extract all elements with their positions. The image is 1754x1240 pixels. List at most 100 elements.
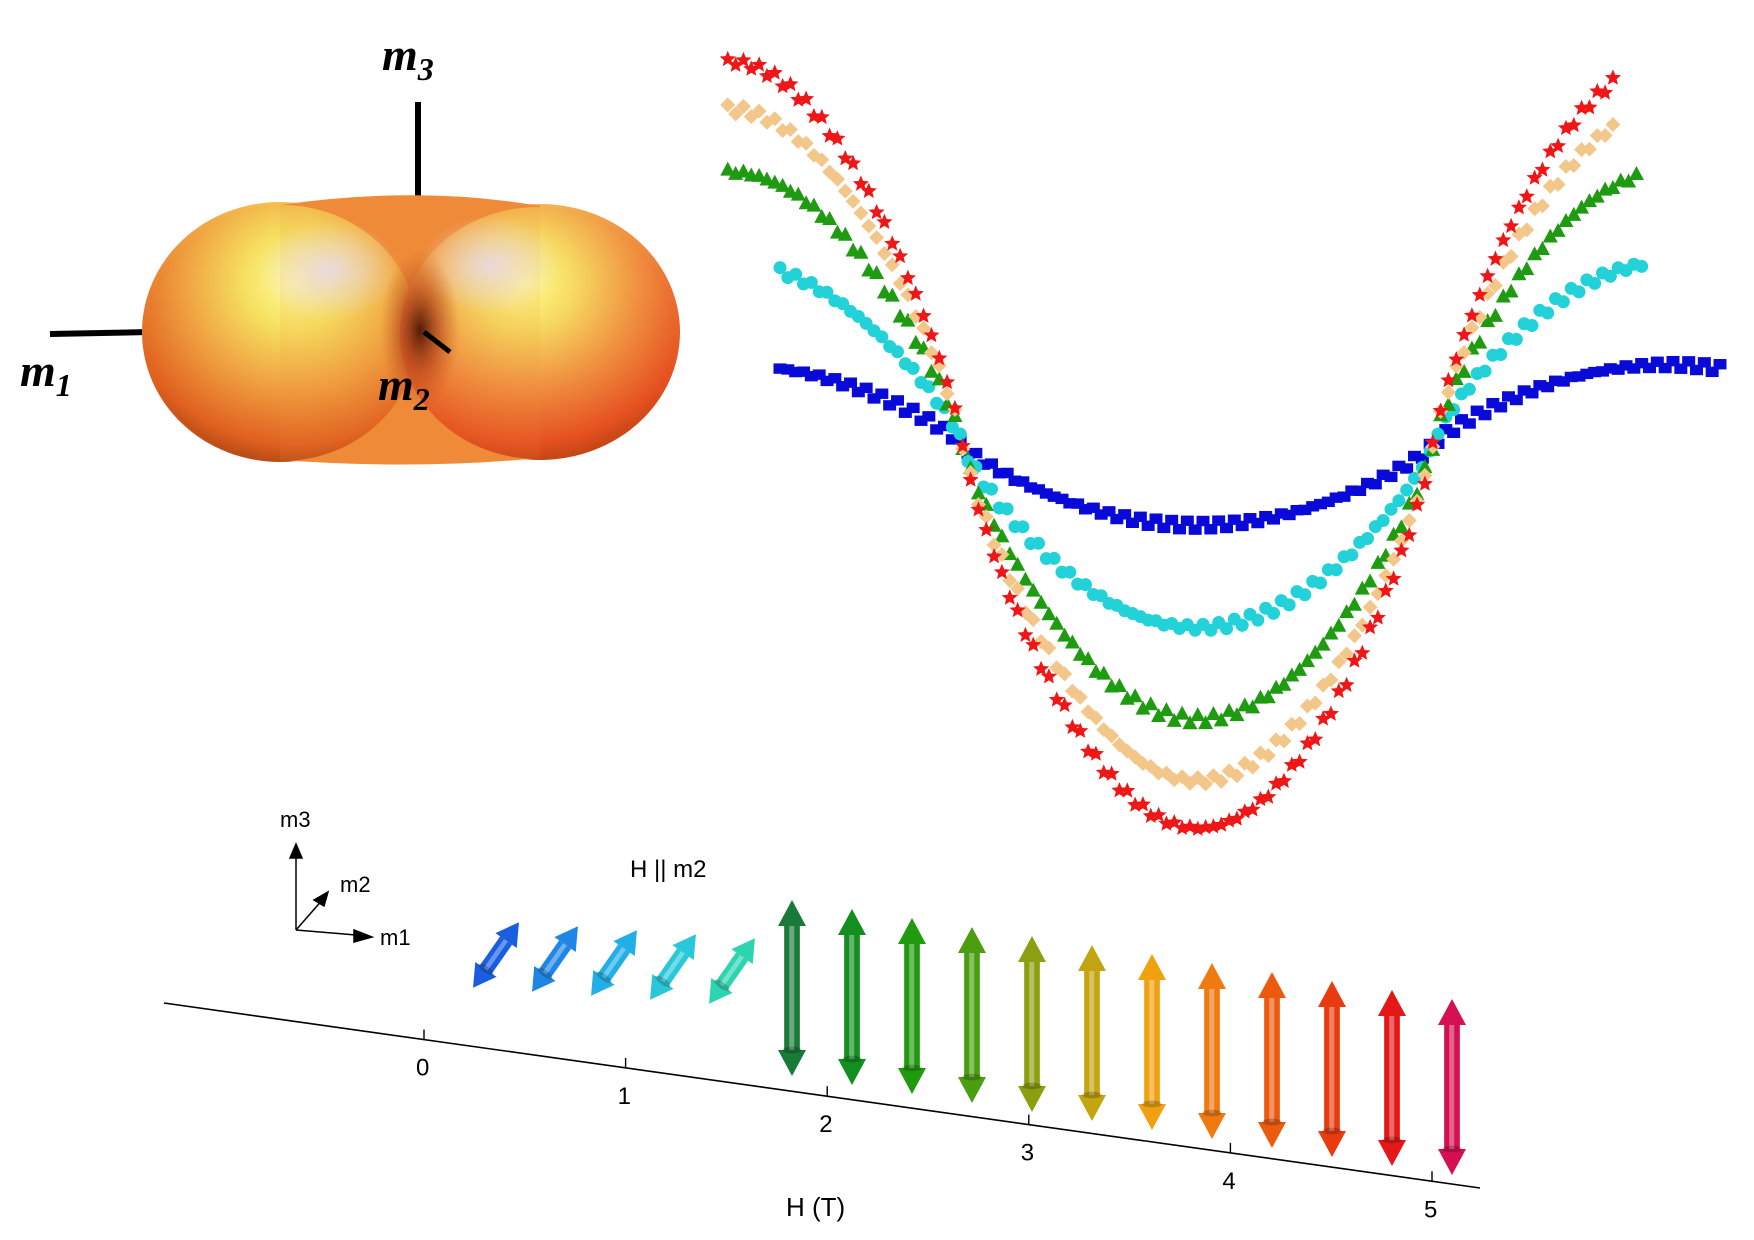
data-point: [899, 269, 916, 285]
data-point: [1126, 517, 1139, 529]
data-point: [1565, 116, 1582, 133]
data-point: [1416, 475, 1433, 491]
data-point: [1072, 722, 1089, 738]
data-point: [1589, 188, 1605, 203]
data-point: [1118, 509, 1132, 520]
data-point: [798, 135, 814, 151]
data-point: [790, 186, 806, 201]
data-point: [1635, 357, 1649, 369]
data-point: [1165, 514, 1179, 526]
high-field-moment-arrow: [1438, 999, 1466, 1175]
data-point: [1386, 526, 1402, 541]
data-point: [1017, 626, 1034, 642]
data-point: [1566, 157, 1582, 173]
data-point: [1057, 627, 1073, 642]
data-point: [1235, 520, 1249, 532]
data-point: [1574, 199, 1590, 214]
data-point: [1345, 548, 1359, 562]
data-point: [1361, 477, 1374, 489]
data-point: [993, 563, 1010, 580]
legend-m2-label: m2: [340, 872, 371, 897]
data-point: [1713, 359, 1727, 370]
data-point: [814, 152, 830, 168]
data-point: [1290, 505, 1304, 516]
data-point: [922, 380, 936, 394]
data-point: [1213, 816, 1230, 832]
data-point: [1339, 646, 1355, 662]
angular-scatter-plot: [719, 50, 1727, 836]
data-point: [1509, 394, 1523, 406]
data-point: [1471, 286, 1488, 302]
data-point: [939, 386, 955, 402]
data-point: [1345, 485, 1359, 496]
data-point: [1509, 332, 1523, 346]
data-point: [1550, 176, 1566, 192]
data-point: [1376, 469, 1390, 480]
data-point: [1448, 371, 1464, 386]
data-point: [1244, 801, 1261, 817]
data-point: [1440, 396, 1456, 411]
data-point: [954, 437, 971, 453]
anisotropy-surface: m3 m1 m2: [20, 29, 680, 465]
data-point: [1456, 344, 1472, 360]
data-point: [859, 382, 873, 394]
data-point: [1055, 493, 1069, 505]
data-point: [1087, 745, 1104, 761]
data-point: [1486, 397, 1500, 409]
data-point: [898, 407, 912, 418]
data-point: [1417, 467, 1433, 483]
data-point: [1033, 594, 1049, 609]
data-point: [1133, 511, 1147, 522]
data-point: [1151, 765, 1167, 781]
data-point: [1495, 254, 1511, 270]
data-point: [1158, 702, 1174, 717]
data-point: [751, 103, 767, 119]
data-point: [1605, 117, 1621, 133]
data-point: [1204, 524, 1218, 535]
data-point: [892, 247, 909, 264]
data-point: [1376, 514, 1390, 528]
field-axis-line: [163, 1002, 1481, 1189]
data-point: [1362, 599, 1378, 615]
data-point: [837, 183, 853, 199]
data-point: [1047, 551, 1061, 565]
data-point: [1039, 488, 1053, 499]
moment-arrows: [473, 900, 1466, 1175]
data-point: [1597, 84, 1614, 100]
series-diamond: [720, 97, 1621, 792]
data-point: [1369, 609, 1386, 625]
data-point: [767, 174, 783, 189]
data-point: [1196, 515, 1210, 527]
data-point: [1627, 363, 1641, 374]
field-tick-label: 0: [416, 1055, 429, 1082]
data-point: [1227, 514, 1241, 525]
data-point: [1079, 578, 1092, 592]
data-point: [1487, 250, 1504, 266]
data-point: [1431, 427, 1445, 441]
data-point: [845, 154, 862, 171]
data-point: [1321, 496, 1335, 508]
data-point: [1580, 368, 1594, 380]
data-point: [751, 167, 767, 182]
high-field-moment-arrow: [778, 900, 806, 1076]
data-point: [1503, 283, 1519, 298]
data-point: [946, 399, 963, 416]
data-point: [1314, 498, 1327, 510]
data-point: [906, 361, 920, 375]
data-point: [1134, 796, 1151, 812]
data-point: [875, 388, 889, 399]
data-point: [1487, 307, 1503, 322]
data-point: [1291, 753, 1308, 769]
data-point: [1463, 307, 1480, 323]
data-point: [1229, 768, 1245, 784]
data-point: [1346, 628, 1362, 644]
data-point: [985, 482, 998, 496]
data-point: [1635, 259, 1649, 273]
data-point: [1424, 434, 1441, 450]
data-point: [1323, 625, 1339, 640]
data-point: [1556, 376, 1570, 387]
field-tick-label: 2: [819, 1111, 832, 1138]
data-point: [1314, 576, 1327, 590]
data-point: [985, 458, 998, 469]
data-point: [1503, 248, 1519, 264]
